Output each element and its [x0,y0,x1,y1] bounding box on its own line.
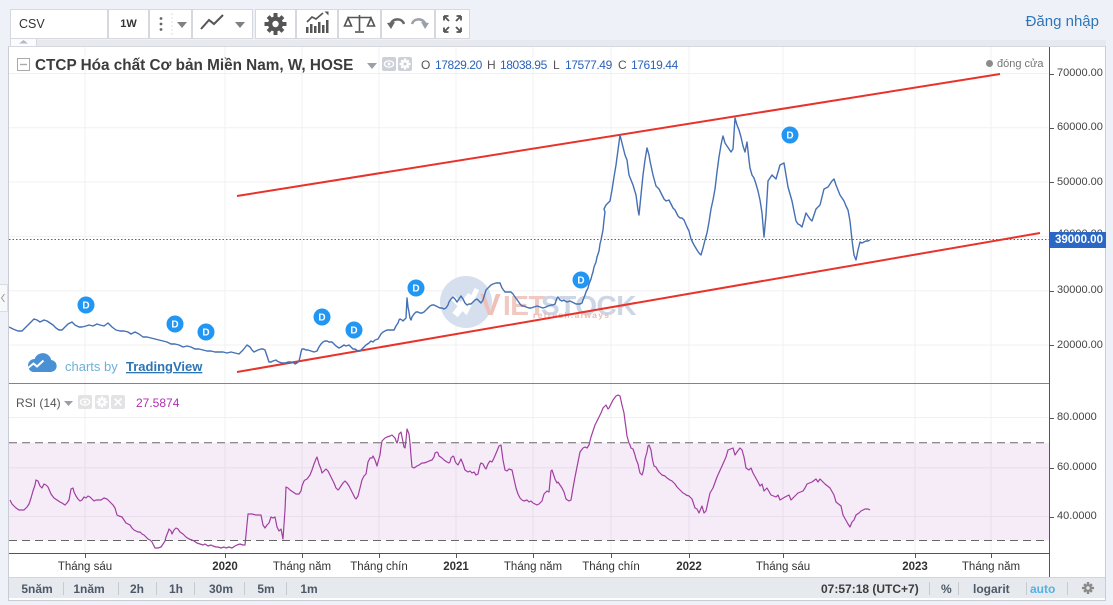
svg-text:charts by: charts by [65,359,118,374]
svg-text:D: D [577,276,584,287]
svg-text:D: D [412,284,419,295]
svg-text:D: D [171,320,178,331]
svg-text:D: D [318,313,325,324]
svg-text:V: V [480,287,501,322]
svg-text:D: D [350,326,357,337]
svg-text:TradingView: TradingView [126,359,203,374]
svg-text:D: D [202,328,209,339]
svg-text:D: D [82,301,89,312]
svg-text:D: D [786,131,793,142]
